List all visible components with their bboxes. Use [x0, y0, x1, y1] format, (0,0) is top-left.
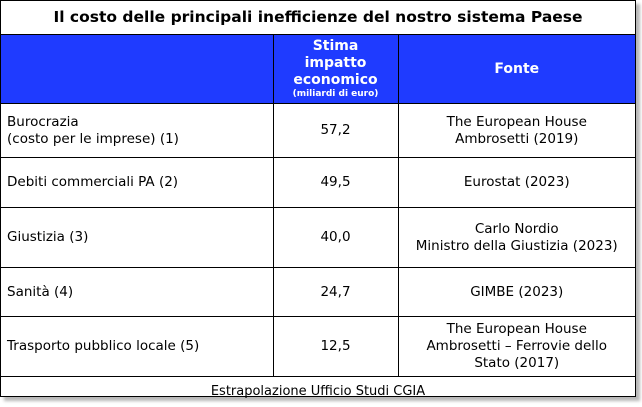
header-estimate-line1: Stima — [312, 38, 359, 54]
header-source: Fonte — [398, 35, 635, 104]
row-name: Giustizia (3) — [1, 207, 274, 268]
row-source-line2: Ministro della Giustizia (2023) — [415, 237, 618, 254]
row-name: Burocrazia (costo per le imprese) (1) — [1, 103, 274, 158]
header-row: Stima impatto economico (miliardi di eur… — [1, 35, 635, 104]
table-row: Giustizia (3) 40,0 Carlo Nordio Ministro… — [1, 207, 635, 268]
row-source: Eurostat (2023) — [398, 157, 635, 208]
row-value: 24,7 — [273, 267, 399, 317]
row-name: Debiti commerciali PA (2) — [1, 157, 274, 208]
header-estimate: Stima impatto economico (miliardi di eur… — [273, 35, 399, 104]
row-source: GIMBE (2023) — [398, 267, 635, 317]
table-row: Burocrazia (costo per le imprese) (1) 57… — [1, 103, 635, 158]
row-value: 57,2 — [273, 103, 399, 158]
table-frame: Il costo delle principali inefficienze d… — [0, 0, 636, 399]
row-source-line1: The European House — [446, 321, 587, 337]
header-estimate-line3: economico — [293, 72, 378, 88]
row-source-line2: Ambrosetti – Ferrovie dello — [426, 338, 608, 354]
row-source: Carlo Nordio Ministro della Giustizia (2… — [398, 207, 635, 268]
row-source-line1: The European House — [446, 113, 587, 130]
header-estimate-unit: (miliardi di euro) — [292, 89, 379, 99]
table-footer: Estrapolazione Ufficio Studi CGIA — [1, 376, 635, 407]
row-name-line2: (costo per le imprese) (1) — [7, 130, 179, 147]
header-empty — [1, 35, 274, 104]
row-source-line3: Stato (2017) — [474, 355, 560, 371]
row-name: Trasporto pubblico locale (5) — [1, 316, 274, 376]
row-value: 49,5 — [273, 157, 399, 208]
cost-table: Stima impatto economico (miliardi di eur… — [1, 35, 635, 376]
table-title: Il costo delle principali inefficienze d… — [1, 1, 635, 35]
header-estimate-line2: impatto — [304, 55, 367, 71]
row-source: The European House Ambrosetti – Ferrovie… — [398, 316, 635, 376]
row-value: 40,0 — [273, 207, 399, 268]
table-row: Debiti commerciali PA (2) 49,5 Eurostat … — [1, 157, 635, 208]
table-row: Trasporto pubblico locale (5) 12,5 The E… — [1, 316, 635, 376]
row-name-line1: Burocrazia — [7, 113, 79, 130]
row-source-line2: Ambrosetti (2019) — [455, 130, 579, 147]
row-source: The European House Ambrosetti (2019) — [398, 103, 635, 158]
row-name: Sanità (4) — [1, 267, 274, 317]
row-source-line1: Carlo Nordio — [474, 220, 559, 237]
table-row: Sanità (4) 24,7 GIMBE (2023) — [1, 267, 635, 317]
row-value: 12,5 — [273, 316, 399, 376]
